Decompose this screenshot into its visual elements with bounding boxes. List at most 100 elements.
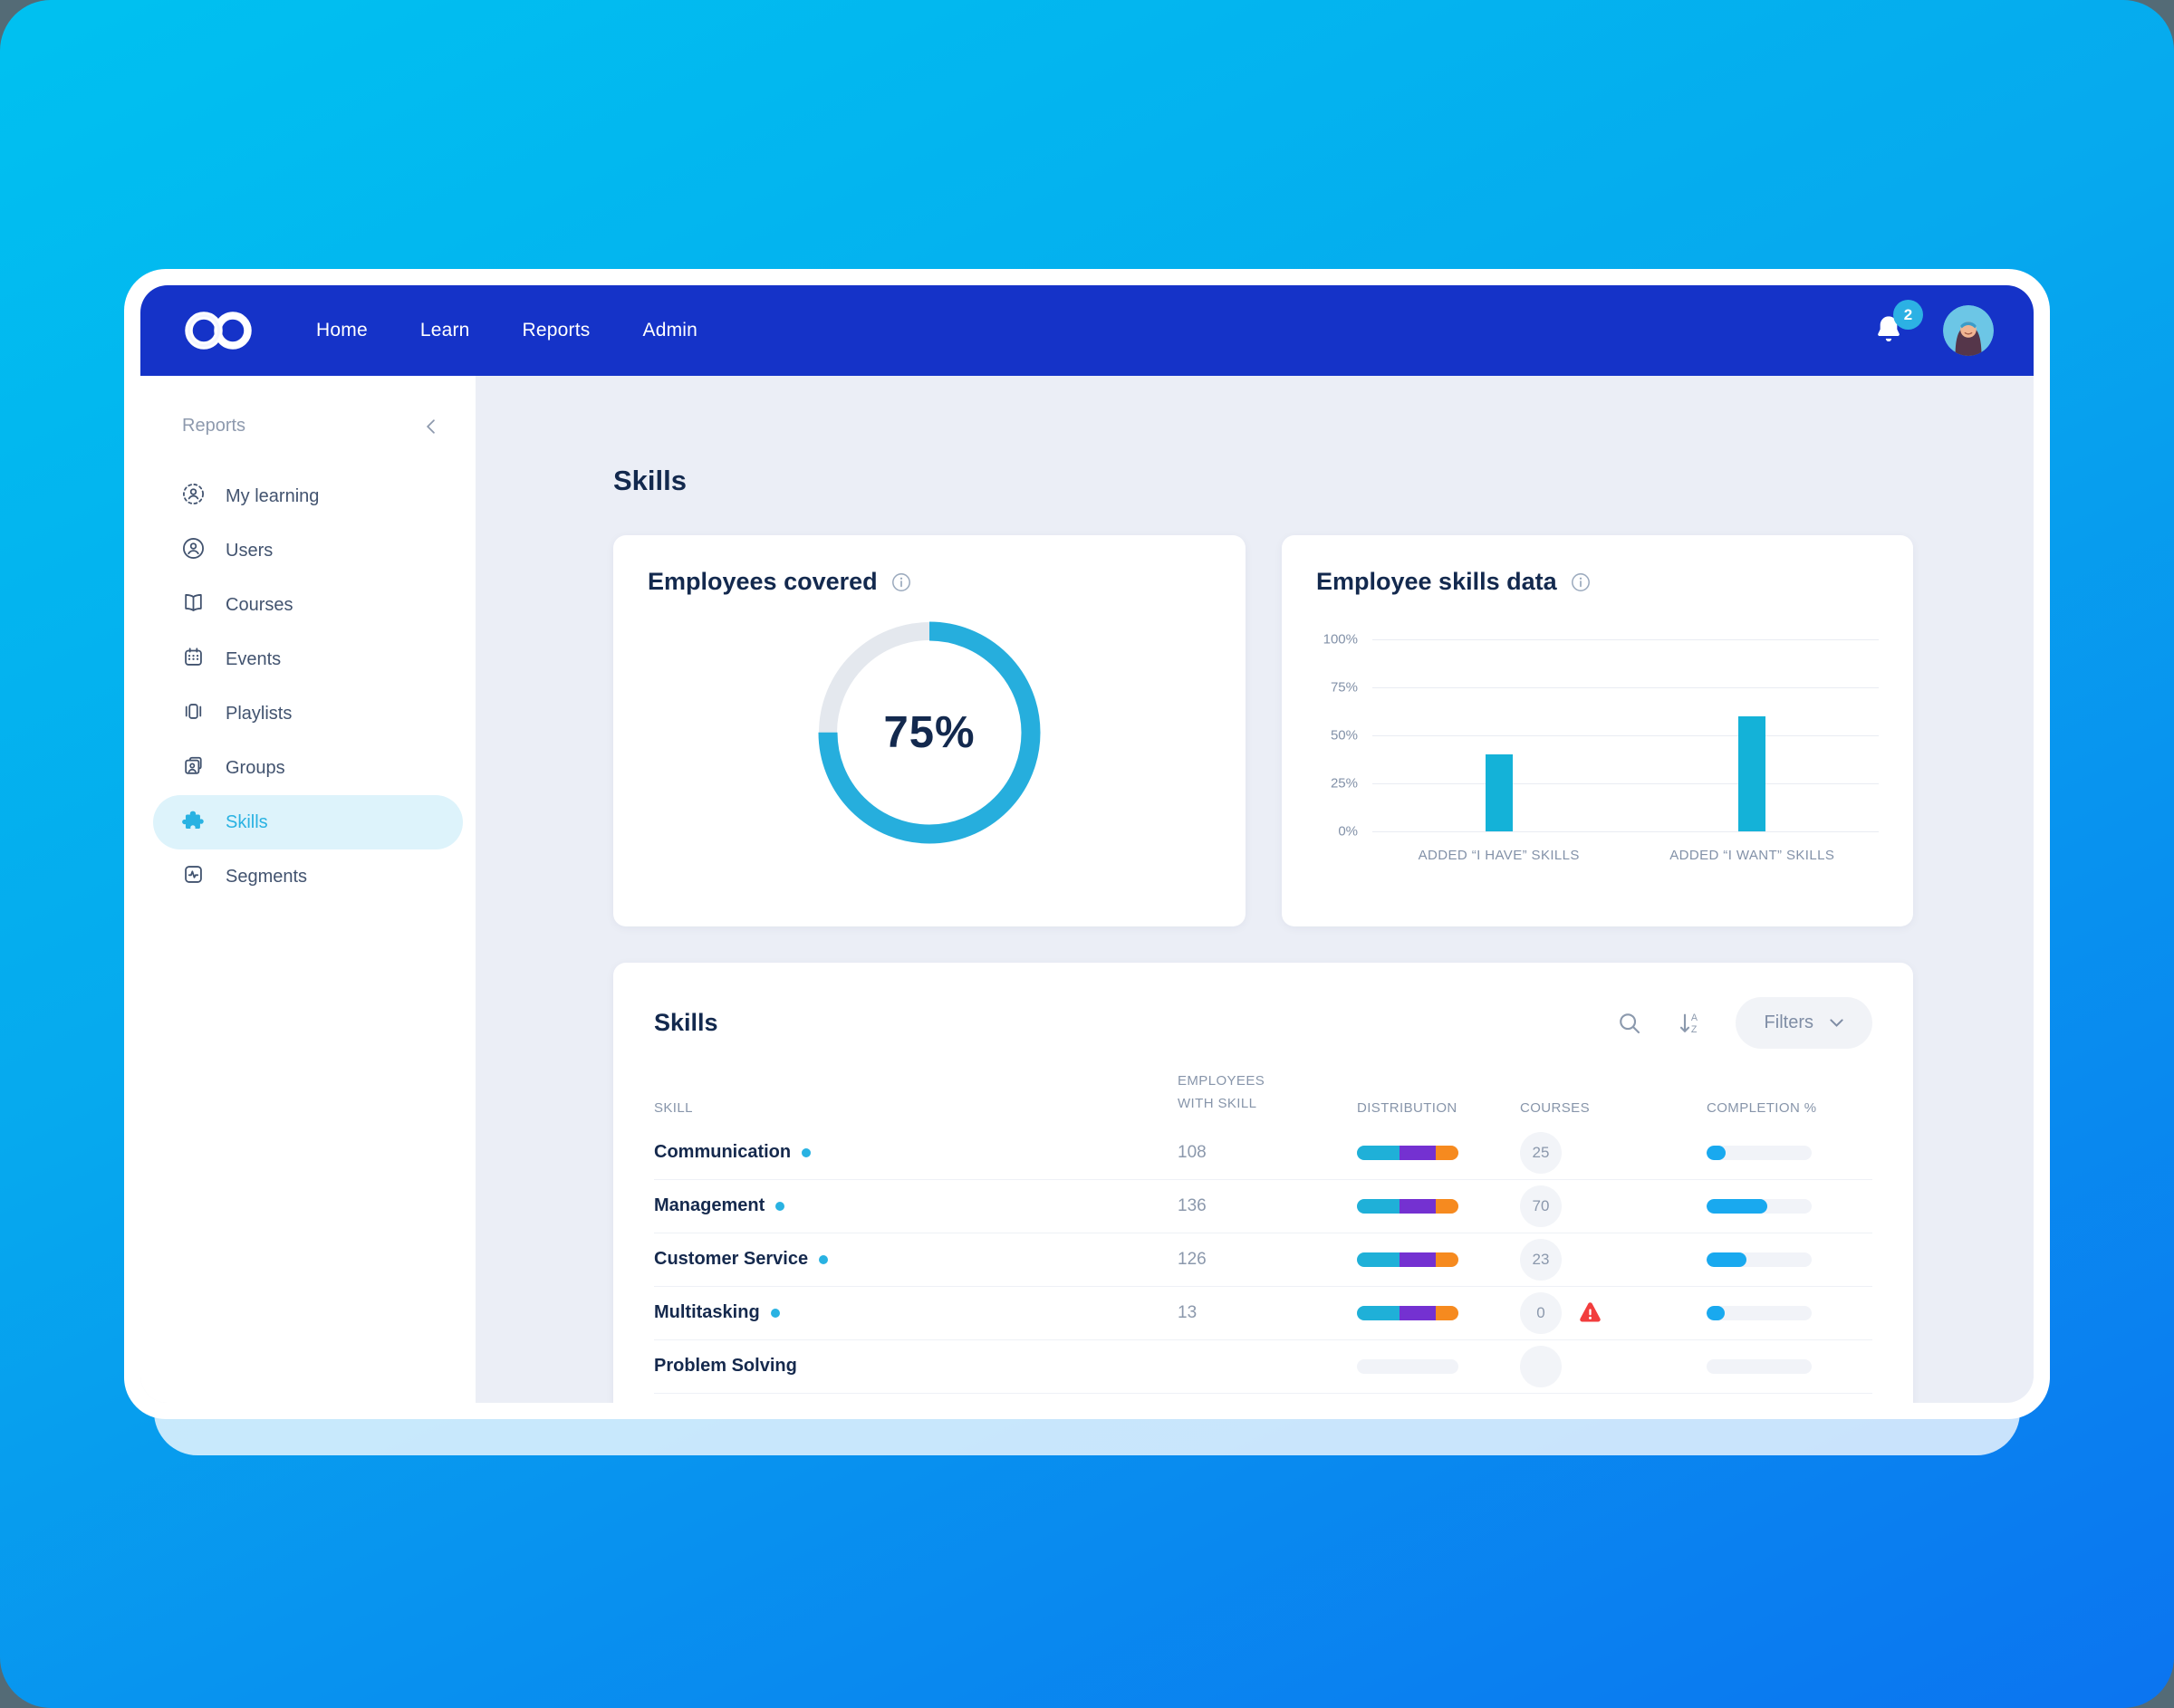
employee-skills-data-title: Employee skills data: [1316, 568, 1557, 595]
distribution-segment-1: [1357, 1145, 1400, 1160]
notifications-bell-icon[interactable]: 2: [1871, 300, 1923, 349]
distribution-segment-2: [1400, 1305, 1437, 1320]
gridline: [1372, 639, 1879, 640]
sidebar-item-skills[interactable]: Skills: [153, 795, 463, 849]
distribution-cell: [1357, 1358, 1520, 1374]
nav-item-learn[interactable]: Learn: [419, 320, 470, 341]
my-learning-icon: [181, 482, 206, 512]
distribution-segment-1: [1357, 1198, 1400, 1214]
skill-cell: Problem Solving: [654, 1356, 1178, 1377]
filters-label: Filters: [1764, 1012, 1813, 1032]
y-tick-label: 25%: [1330, 775, 1358, 792]
sidebar-item-label: My learning: [226, 485, 320, 506]
distribution-segment-3: [1436, 1198, 1458, 1214]
table-row[interactable]: Management 136 70: [654, 1180, 1872, 1233]
column-header-4: Courses: [1520, 1099, 1590, 1116]
courses-count-pill: 70: [1520, 1185, 1562, 1227]
employees-cell: 108: [1178, 1143, 1357, 1163]
sidebar-item-my-learning[interactable]: My learning: [153, 469, 463, 523]
skill-name: Customer Service: [654, 1249, 809, 1269]
distribution-bar: [1357, 1305, 1458, 1320]
skill-name: Management: [654, 1195, 765, 1215]
user-avatar[interactable]: [1943, 305, 1994, 356]
employees-covered-donut: 75%: [811, 614, 1048, 851]
filters-button[interactable]: Filters: [1735, 997, 1872, 1049]
sidebar-item-label: Courses: [226, 594, 293, 615]
employee-skills-data-card: Employee skills data 100% 75% 50% 25% 0%: [1282, 535, 1913, 926]
skill-cell: Management: [654, 1195, 1178, 1216]
sidebar-item-label: Groups: [226, 757, 285, 778]
completion-track: [1707, 1305, 1812, 1320]
sidebar-menu: My learning Users Courses Events Playlists Gr…: [140, 469, 476, 904]
nav-item-home[interactable]: Home: [316, 320, 368, 341]
sidebar-item-label: Skills: [226, 811, 268, 832]
sidebar-item-groups[interactable]: Groups: [153, 741, 463, 795]
completion-cell: [1707, 1358, 1872, 1374]
distribution-bar: [1357, 1145, 1458, 1160]
nav-item-reports[interactable]: Reports: [522, 320, 591, 341]
sidebar-item-playlists[interactable]: Playlists: [153, 686, 463, 741]
employees-value: 126: [1178, 1249, 1207, 1269]
table-row[interactable]: Customer Service 126 23: [654, 1233, 1872, 1287]
completion-cell: [1707, 1252, 1872, 1267]
skill-dot: [770, 1308, 780, 1318]
brand-logo-icon[interactable]: [180, 306, 260, 355]
sidebar-item-users[interactable]: Users: [153, 523, 463, 578]
skills-table-title: Skills: [654, 1009, 718, 1036]
employees-value: 108: [1178, 1142, 1207, 1162]
courses-cell: [1520, 1345, 1707, 1387]
search-icon[interactable]: [1616, 1010, 1643, 1037]
completion-cell: [1707, 1145, 1872, 1160]
table-row[interactable]: Communication 108 25: [654, 1127, 1872, 1180]
skill-cell: Communication: [654, 1142, 1178, 1163]
nav-item-admin[interactable]: Admin: [642, 320, 698, 341]
reports-sidebar: Reports My learning Users Courses Events Pla…: [140, 376, 476, 1403]
sidebar-item-label: Events: [226, 648, 282, 669]
distribution-bar: [1357, 1252, 1458, 1267]
distribution-bar: [1357, 1198, 1458, 1214]
gridline: [1372, 735, 1879, 736]
nav-menu: Home Learn Reports Admin: [316, 320, 697, 341]
distribution-segment-2: [1400, 1252, 1437, 1267]
skill-cell: Multitasking: [654, 1302, 1178, 1323]
app-window: Home Learn Reports Admin 2: [124, 269, 2050, 1419]
table-row[interactable]: Problem Solving: [654, 1340, 1872, 1394]
donut-value-label: 75%: [883, 708, 976, 757]
distribution-segment-2: [1400, 1198, 1437, 1214]
courses-icon: [181, 590, 206, 620]
bar-1: [1738, 715, 1766, 831]
distribution-segment-3: [1436, 1252, 1458, 1267]
completion-cell: [1707, 1305, 1872, 1320]
plot-area: [1372, 639, 1879, 832]
distribution-segment-1: [1357, 1252, 1400, 1267]
sidebar-item-events[interactable]: Events: [153, 632, 463, 686]
distribution-segment-2: [1400, 1145, 1437, 1160]
bar-category-label: ADDED “I WANT” SKILLS: [1669, 848, 1835, 863]
completion-fill: [1707, 1198, 1768, 1214]
sidebar-item-label: Playlists: [226, 703, 293, 724]
sidebar-item-courses[interactable]: Courses: [153, 578, 463, 632]
courses-count-pill: 0: [1520, 1291, 1562, 1334]
gridline: [1372, 783, 1879, 784]
completion-track: [1707, 1252, 1812, 1267]
distribution-cell: [1357, 1198, 1520, 1214]
distribution-bar: [1357, 1358, 1458, 1374]
bars: [1372, 639, 1879, 831]
playlists-icon: [181, 699, 206, 729]
info-icon[interactable]: [1570, 571, 1592, 593]
courses-count-pill: 25: [1520, 1131, 1562, 1174]
skill-dot: [775, 1201, 785, 1211]
donut-arc: [818, 621, 1041, 844]
sidebar-item-segments[interactable]: Segments: [153, 849, 463, 904]
employees-covered-card: Employees covered 75%: [613, 535, 1246, 926]
distribution-segment-3: [1436, 1305, 1458, 1320]
table-row[interactable]: Multitasking 13 0: [654, 1287, 1872, 1340]
sidebar-collapse-chevron-icon[interactable]: [423, 418, 438, 435]
bar-category-label: ADDED “I HAVE” SKILLS: [1418, 848, 1580, 863]
skill-dot: [819, 1254, 829, 1264]
info-icon[interactable]: [890, 571, 912, 593]
skill-dot: [802, 1147, 812, 1157]
completion-track: [1707, 1145, 1812, 1160]
